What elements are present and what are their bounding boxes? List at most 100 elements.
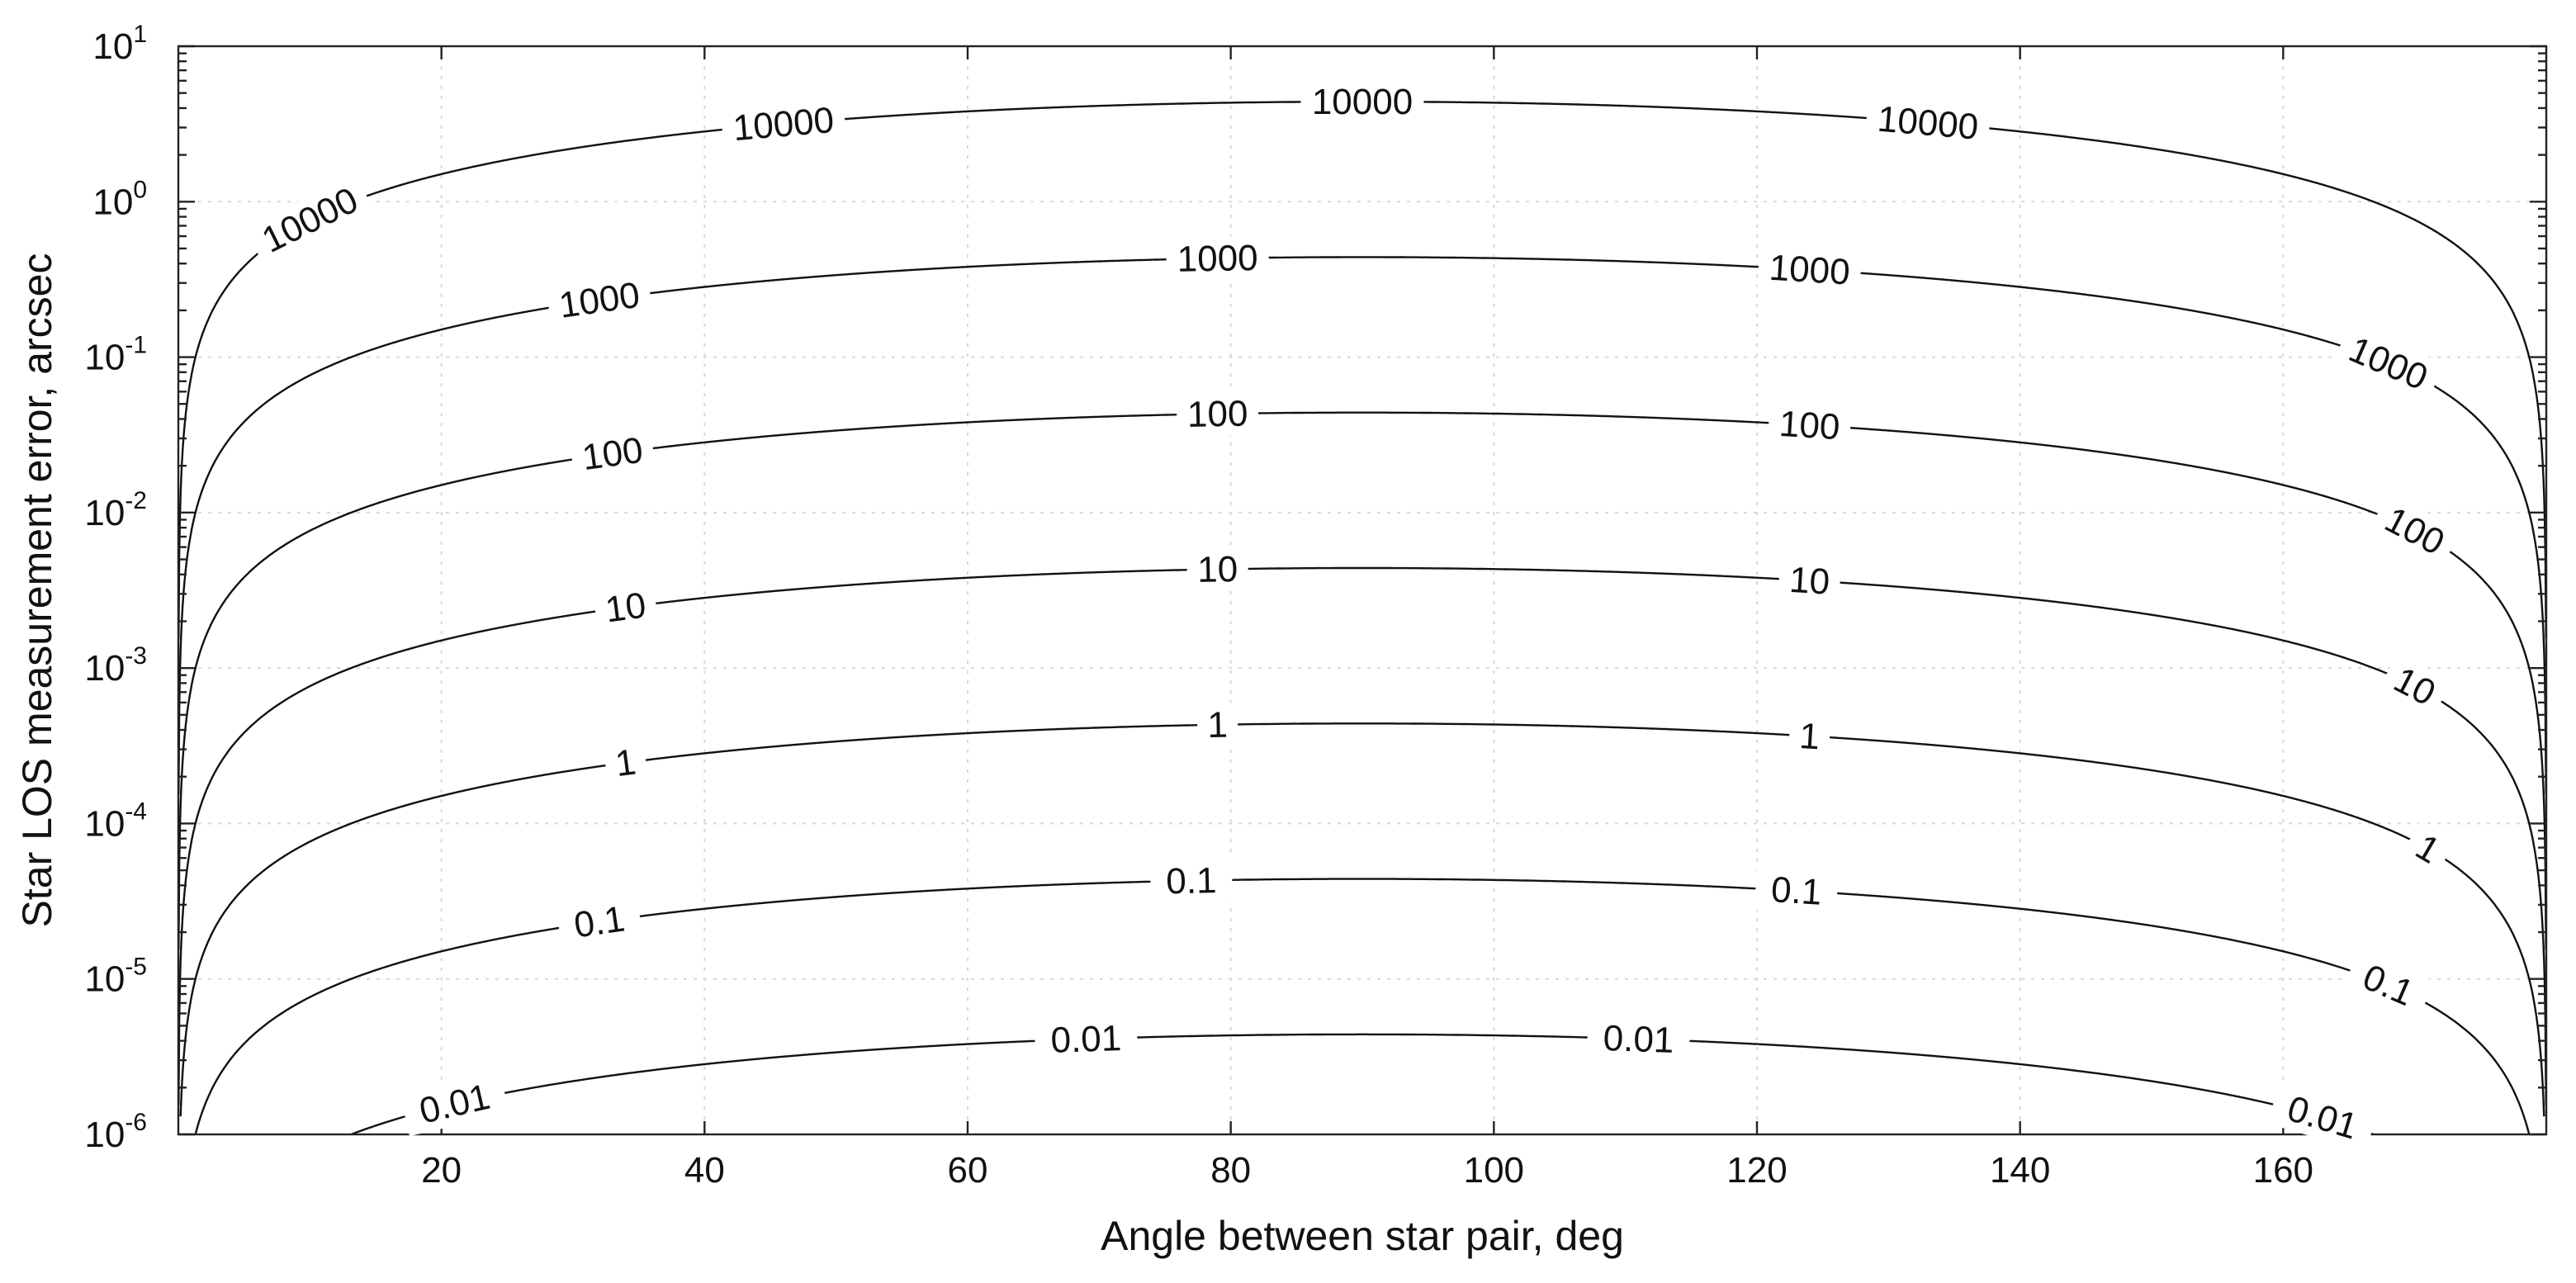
contour-label-bg bbox=[1149, 858, 1233, 903]
contour-label: 1000 bbox=[1177, 238, 1258, 280]
contour-line-1000 bbox=[178, 256, 2547, 795]
contour-line-0.01 bbox=[351, 1033, 2374, 1135]
contour-label: 0.1 bbox=[1770, 869, 1823, 913]
contour-label: 0.1 bbox=[1166, 860, 1217, 902]
contour-label-bg bbox=[1754, 867, 1839, 915]
contour-label: 10 bbox=[603, 585, 648, 631]
x-tick-label: 60 bbox=[948, 1150, 988, 1191]
y-tick-label: 10-4 bbox=[84, 798, 147, 844]
contour-label-group: 10000 bbox=[1864, 96, 1991, 149]
contour-label-group: 0.1 bbox=[556, 894, 643, 949]
x-tick-label: 100 bbox=[1464, 1150, 1524, 1191]
contour-label-group: 10 bbox=[592, 581, 659, 633]
x-tick-label: 20 bbox=[421, 1150, 462, 1191]
contour-label-bg bbox=[603, 738, 649, 787]
contour-label-bg bbox=[400, 1071, 509, 1137]
contour-label: 0.01 bbox=[1050, 1018, 1122, 1061]
contour-label: 10 bbox=[1788, 560, 1831, 603]
contour-label: 10000 bbox=[732, 100, 836, 149]
plot-area bbox=[177, 45, 2548, 1136]
y-tick-label: 10-6 bbox=[84, 1109, 147, 1155]
contour-label-group: 100 bbox=[2368, 492, 2461, 569]
x-axis-label: Angle between star pair, deg bbox=[1101, 1213, 1624, 1259]
contour-label-bg bbox=[2368, 492, 2461, 569]
axis-ticks: 20 40 60 80 100 120 140 160 10-6 10-5 10-4 10-3 10-2… bbox=[84, 21, 2546, 1191]
contour-label-group: 1000 bbox=[1757, 244, 1863, 295]
contour-label-bg bbox=[1757, 244, 1863, 295]
contour-label-group: 1000 bbox=[545, 271, 653, 329]
contour-label-bg bbox=[1767, 401, 1852, 449]
y-axis-label: Star LOS measurement error, arcsec bbox=[14, 253, 60, 928]
contour-label-bg bbox=[556, 894, 643, 949]
contour-label: 1 bbox=[1798, 716, 1821, 757]
contour-label-bg bbox=[545, 271, 653, 329]
contour-label: 10000 bbox=[1312, 82, 1413, 122]
y-tick-label: 10-5 bbox=[84, 954, 147, 1000]
contour-label-bg bbox=[245, 173, 375, 267]
contour-label-group: 0.01 bbox=[2267, 1082, 2378, 1153]
x-tick-label: 160 bbox=[2253, 1150, 2313, 1191]
contour-label-bg bbox=[2267, 1082, 2378, 1153]
contour-label-group: 0.01 bbox=[1034, 1016, 1139, 1063]
contour-label-group: 1000 bbox=[2332, 323, 2445, 404]
contour-label-bg bbox=[2332, 323, 2445, 404]
contour-label-group: 0.1 bbox=[1754, 867, 1839, 915]
x-tick-label: 120 bbox=[1726, 1150, 1787, 1191]
contour-label-group: 100 bbox=[569, 426, 656, 481]
x-tick-label: 40 bbox=[684, 1150, 725, 1191]
contour-label-group: 10 bbox=[1186, 547, 1249, 592]
contour-label: 10000 bbox=[1876, 99, 1980, 148]
contour-label-bg bbox=[2377, 652, 2452, 720]
contour-label-group: 0.01 bbox=[1586, 1016, 1691, 1063]
contour-label: 0.01 bbox=[1603, 1018, 1674, 1061]
contour-label: 100 bbox=[1187, 394, 1248, 435]
y-tick-label: 10-1 bbox=[84, 332, 147, 378]
contour-label-bg bbox=[1864, 96, 1991, 149]
contour-label-group: 100 bbox=[1176, 391, 1259, 437]
contour-label-group: 1 bbox=[2399, 820, 2456, 878]
contour-label-group: 100 bbox=[1767, 401, 1852, 449]
y-tick-label: 10-3 bbox=[84, 642, 147, 689]
contour-label: 1 bbox=[1207, 705, 1228, 746]
y-tick-label: 100 bbox=[92, 176, 147, 222]
contour-label-bg bbox=[2342, 949, 2435, 1021]
contour-label: 1000 bbox=[556, 275, 642, 326]
contour-label: 100 bbox=[580, 430, 645, 479]
contour-label-group: 10 bbox=[1778, 557, 1842, 604]
contour-label: 100 bbox=[1778, 404, 1841, 447]
contour-label-group: 0.1 bbox=[2342, 949, 2435, 1021]
contour-label: 0.01 bbox=[415, 1077, 493, 1132]
contour-line-0.1 bbox=[194, 878, 2531, 1134]
contour-label-bg bbox=[1788, 713, 1831, 760]
contour-label: 0.1 bbox=[571, 898, 627, 945]
contour-label-bg bbox=[720, 97, 847, 151]
x-tick-label: 140 bbox=[1990, 1150, 2050, 1191]
contour-line-10 bbox=[178, 566, 2547, 1105]
contour-label: 1000 bbox=[2343, 329, 2433, 398]
contour-label: 0.01 bbox=[2283, 1088, 2362, 1147]
contour-label-bg bbox=[1186, 547, 1249, 592]
contour-label-bg bbox=[1778, 557, 1842, 604]
contour-label-group: 1 bbox=[1788, 713, 1831, 760]
contour-label: 10000 bbox=[256, 180, 364, 261]
contour-label-bg bbox=[1034, 1016, 1139, 1063]
y-tick-label: 101 bbox=[92, 21, 147, 67]
contour-label-bg bbox=[1300, 80, 1424, 124]
contour-label-bg bbox=[569, 426, 656, 481]
contour-label-group: 1 bbox=[603, 738, 649, 787]
contour-line-100 bbox=[178, 411, 2547, 950]
contour-label: 10 bbox=[1197, 549, 1238, 590]
contour-label-group: 1000 bbox=[1166, 235, 1270, 281]
contour-label-group: 10000 bbox=[1300, 80, 1424, 124]
contour-label-bg bbox=[1196, 703, 1238, 747]
contour-label: 1000 bbox=[1768, 248, 1851, 293]
contour-line-10000 bbox=[178, 100, 2547, 640]
contour-label-bg bbox=[1586, 1016, 1691, 1063]
contour-label-group: 0.1 bbox=[1149, 858, 1233, 903]
contour-labels: 0.01 0.01 0.01 0.01 0.1 0.1 0.1 0.1 1 1 1 1 10 10 10 10… bbox=[245, 80, 2461, 1153]
contour-label-group: 10000 bbox=[245, 173, 375, 267]
contour-label-group: 0.01 bbox=[400, 1071, 509, 1137]
contour-line-1 bbox=[179, 722, 2545, 1117]
y-tick-label: 10-2 bbox=[84, 487, 147, 533]
